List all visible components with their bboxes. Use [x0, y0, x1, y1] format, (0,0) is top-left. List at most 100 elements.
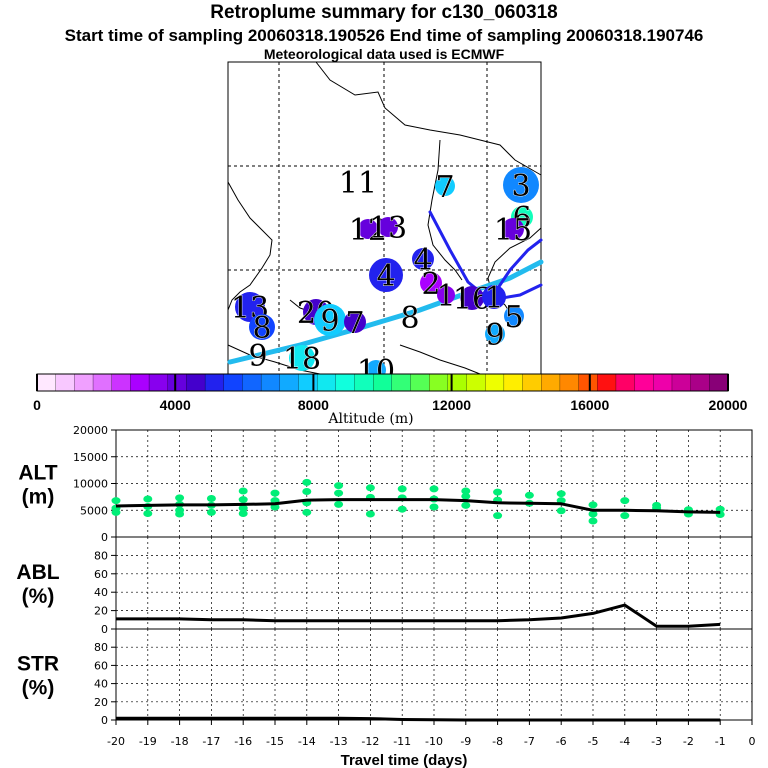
str-series-line — [116, 716, 721, 722]
marker-dot — [358, 219, 378, 239]
scatter-point — [238, 496, 248, 504]
colorbar-cell — [541, 373, 561, 392]
scatter-point — [620, 512, 630, 520]
abl-series-line — [116, 603, 721, 628]
scatter-point — [238, 510, 248, 517]
y-tick-label: 40 — [94, 678, 108, 691]
colorbar-cell — [242, 373, 262, 392]
scatter-point — [238, 487, 248, 495]
colorbar-cell — [316, 373, 337, 392]
colorbar-cell — [279, 373, 300, 392]
y-tick-label: 20000 — [73, 424, 108, 437]
scatter-point — [524, 491, 534, 499]
scatter-point — [238, 504, 248, 512]
marker-label: 3 — [511, 169, 530, 204]
colorbar-cell — [167, 373, 187, 392]
y-tick-label: 60 — [94, 659, 108, 672]
y-tick-label: 0 — [101, 531, 108, 544]
colorbar-cell — [597, 373, 617, 392]
marker-dot — [344, 311, 366, 333]
marker-dot — [412, 248, 434, 270]
scatter-point — [334, 482, 344, 490]
marker-label: 13 — [231, 291, 269, 326]
scatter-point — [302, 488, 312, 495]
day-marker: 9 — [485, 318, 505, 353]
scatter-point — [588, 517, 598, 525]
scatter-point — [429, 485, 439, 493]
day-marker: 2 — [420, 267, 442, 302]
day-marker: 9 — [314, 304, 346, 339]
day-marker: 1 — [482, 281, 506, 316]
y-axis-label: (%) — [22, 677, 55, 700]
y-axis-label: (%) — [22, 585, 55, 608]
colorbar-cell — [653, 373, 673, 392]
x-tick-label: -3 — [651, 735, 662, 748]
colorbar-cell — [391, 373, 412, 392]
y-tick-label: 10000 — [73, 478, 108, 491]
scatter-point — [302, 478, 312, 486]
scatter-point — [111, 497, 121, 505]
marker-dot — [460, 286, 484, 310]
colorbar-cell — [36, 373, 57, 392]
x-tick-label: -14 — [298, 735, 316, 748]
colorbar-cell — [429, 373, 449, 392]
colorbar-cell — [522, 373, 542, 392]
y-tick-label: 20 — [94, 696, 108, 709]
x-tick-label: -13 — [330, 735, 348, 748]
colorbar-cell — [130, 373, 150, 392]
day-marker: 18 — [283, 342, 322, 378]
marker-label: 9 — [485, 318, 504, 353]
scatter-point — [556, 507, 566, 515]
altitude-colorbar: 0 4000 8000 12000 16000 20000 Altitude (m) — [33, 373, 748, 427]
scatter-point — [143, 510, 153, 517]
scatter-point — [206, 508, 216, 516]
day-marker: 5 — [504, 300, 524, 335]
scatter-point — [588, 510, 598, 518]
y-axis-label: (m) — [22, 486, 55, 509]
time-series-panels: 05000100001500020000ALT(m)020406080ABL(%… — [16, 424, 755, 768]
y-tick-label: 15000 — [73, 451, 108, 464]
scatter-point — [461, 501, 471, 509]
colorbar-cell — [373, 373, 393, 392]
day-marker: 3 — [503, 167, 539, 204]
scatter-point — [111, 508, 121, 516]
sampling-times: Start time of sampling 20060318.190526 E… — [64, 26, 704, 45]
plume-path-tertiary — [488, 238, 543, 302]
marker-dot — [314, 304, 346, 336]
marker-dot — [502, 218, 524, 240]
marker-label: 9 — [320, 304, 339, 339]
colorbar-cell — [559, 373, 580, 392]
colorbar-tick-label: 16000 — [570, 397, 609, 413]
chart-title: Retroplume summary for c130_060318 — [210, 2, 558, 23]
marker-dot — [435, 176, 455, 196]
colorbar-cell — [671, 373, 692, 392]
colorbar-cell — [55, 373, 75, 392]
y-tick-label: 0 — [101, 623, 108, 636]
day-marker: 4 — [412, 243, 434, 278]
marker-dot — [249, 314, 275, 340]
x-tick-label: -5 — [588, 735, 599, 748]
alt-series-line — [115, 498, 721, 514]
day-marker: 4 — [369, 258, 403, 294]
day-marker: 13 — [231, 291, 270, 327]
scatter-point — [556, 490, 566, 498]
colorbar-cell — [709, 373, 729, 392]
scatter-point — [175, 510, 185, 518]
met-data-note: Meteorological data used is ECMWF — [263, 46, 505, 62]
marker-label: 18 — [283, 342, 321, 377]
marker-dot — [437, 286, 455, 304]
y-tick-label: 5000 — [80, 504, 108, 517]
colorbar-cell — [260, 373, 281, 392]
x-tick-label: -17 — [202, 735, 220, 748]
day-marker: 8 — [249, 311, 275, 346]
marker-label: 8 — [252, 311, 271, 346]
day-marker: 7 — [435, 170, 455, 205]
marker-label: 7 — [435, 170, 454, 205]
marker-label: 1 — [484, 281, 503, 316]
x-tick-label: -10 — [425, 735, 443, 748]
colorbar-cell — [578, 373, 598, 392]
marker-dot — [369, 258, 403, 292]
x-tick-label: -9 — [460, 735, 471, 748]
colorbar-tick-label: 4000 — [160, 397, 191, 413]
